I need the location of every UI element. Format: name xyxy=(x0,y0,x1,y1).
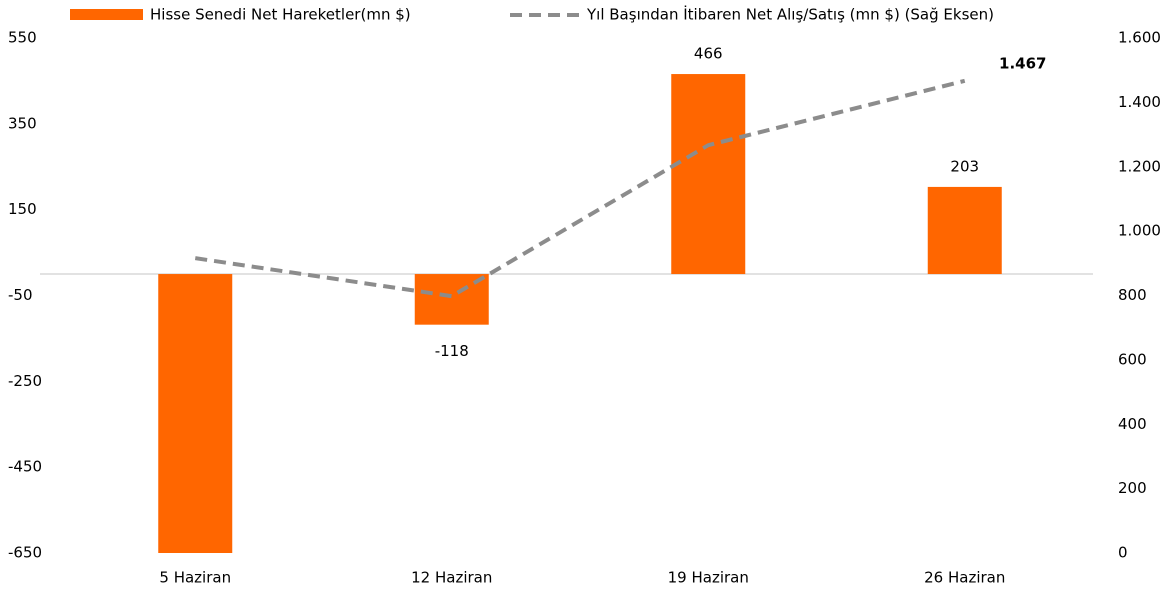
y2-tick-label: 600 xyxy=(1118,350,1147,368)
y2-tick-label: 1.000 xyxy=(1118,222,1161,240)
y-tick-label: 550 xyxy=(8,29,37,47)
bar xyxy=(671,74,746,275)
legend-label: Yıl Başından İtibaren Net Alış/Satış (mn… xyxy=(586,5,994,24)
y-tick-label: -450 xyxy=(8,458,42,476)
line xyxy=(194,78,966,299)
bar xyxy=(927,186,1002,275)
y2-tick-label: 400 xyxy=(1118,415,1147,433)
x-tick-label: 19 Haziran xyxy=(668,569,749,587)
legend-label: Hisse Senedi Net Hareketler(mn $) xyxy=(150,6,411,24)
x-tick-label: 12 Haziran xyxy=(411,569,492,587)
y-tick-label: -50 xyxy=(8,286,33,304)
x-tick-label: 5 Haziran xyxy=(159,569,231,587)
data-label: 466 xyxy=(694,45,723,63)
y-tick-label: -250 xyxy=(8,372,42,390)
y2-tick-label: 1.400 xyxy=(1118,93,1161,111)
y-tick-label: 350 xyxy=(8,114,37,132)
y2-tick-label: 1.600 xyxy=(1118,29,1161,47)
y2-tick-label: 0 xyxy=(1118,544,1128,562)
data-label: -118 xyxy=(435,342,469,360)
y2-tick-label: 1.200 xyxy=(1118,157,1161,175)
bar xyxy=(158,274,233,553)
y2-tick-label: 800 xyxy=(1118,286,1147,304)
y2-tick-label: 200 xyxy=(1118,479,1147,497)
x-tick-label: 26 Haziran xyxy=(924,569,1005,587)
data-label: 203 xyxy=(950,157,979,175)
legend-swatch xyxy=(70,9,143,20)
y-tick-label: 150 xyxy=(8,200,37,218)
y-tick-label: -650 xyxy=(8,544,42,562)
data-label: 1.467 xyxy=(999,54,1046,72)
